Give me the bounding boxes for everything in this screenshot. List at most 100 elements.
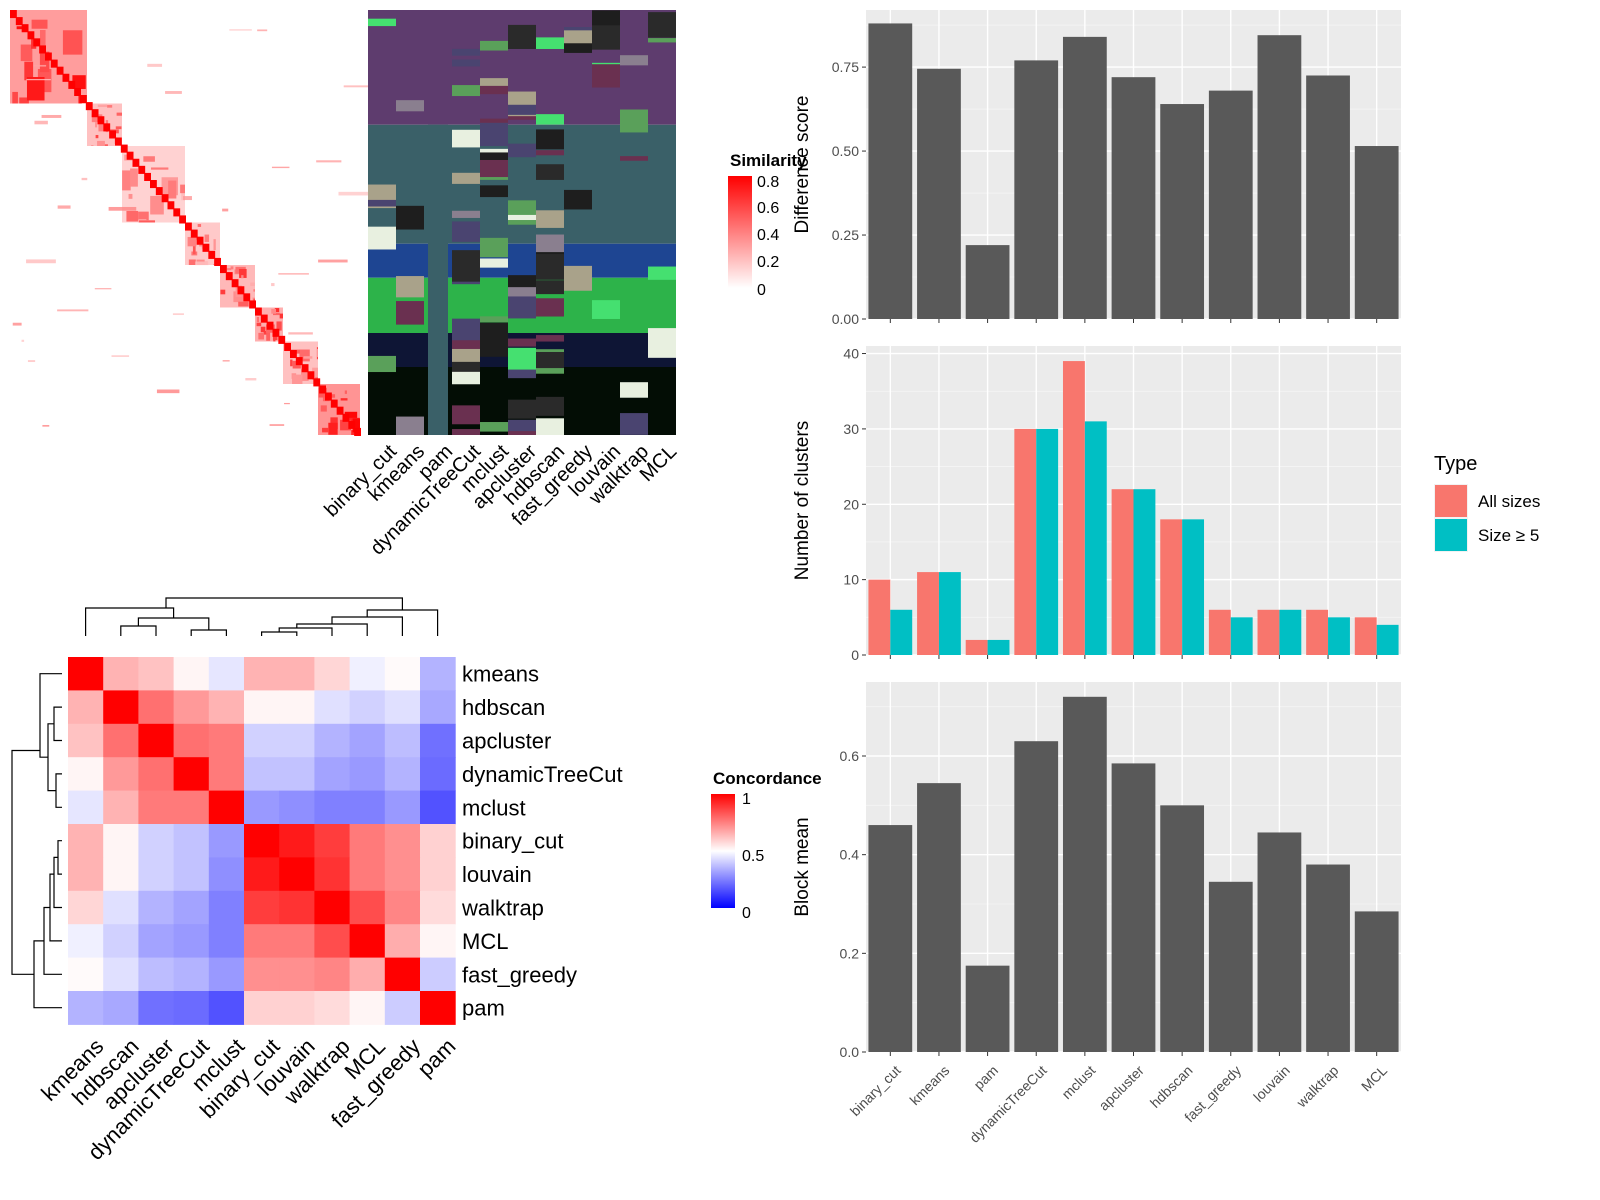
- similarity-cell: [107, 105, 113, 108]
- similarity-cell: [256, 316, 260, 323]
- membership-cell: [508, 296, 536, 319]
- dendrogram-branch: [137, 617, 210, 630]
- concordance-cell: [384, 690, 421, 725]
- concordance-cell: [68, 657, 104, 691]
- concordance-cell: [68, 890, 104, 925]
- concordance-cell: [420, 824, 456, 858]
- concordance-cell: [138, 657, 175, 691]
- concordance-cell: [349, 991, 386, 1025]
- membership-cell: [508, 214, 536, 221]
- similarity-cell: [150, 195, 164, 215]
- concordance-cell: [314, 723, 351, 758]
- bar: [1257, 832, 1302, 1052]
- concordance-column-label: pam: [413, 1034, 461, 1082]
- membership-cell: [536, 254, 564, 280]
- membership-cell: [648, 266, 676, 280]
- similarity-cell: [290, 359, 293, 367]
- similarity-diagonal-cell: [21, 24, 29, 33]
- similarity-diagonal-cell: [220, 265, 227, 274]
- similarity-heatmap-panel: [10, 10, 373, 436]
- difference-score-chart: 0.00 0.25 0.50 0.75 Difference score: [792, 10, 1401, 327]
- bar-size-ge-5: [987, 639, 1010, 655]
- concordance-cell: [384, 790, 421, 825]
- similarity-cell: [183, 196, 192, 201]
- similarity-cell: [250, 282, 255, 286]
- concordance-row-label: MCL: [462, 929, 508, 954]
- concordance-cell: [173, 924, 210, 959]
- bar: [1160, 104, 1205, 319]
- dendrogram-branch: [120, 625, 157, 636]
- concordance-cell: [208, 857, 245, 892]
- membership-cell: [648, 340, 676, 358]
- similarity-diagonal-cell: [62, 73, 70, 82]
- similarity-cell: [256, 322, 262, 327]
- concordance-cell: [349, 857, 386, 892]
- membership-cell: [508, 24, 536, 49]
- similarity-legend-tick: 0.4: [757, 227, 779, 244]
- concordance-cell: [420, 657, 456, 691]
- y-tick-label: 0.25: [832, 227, 859, 243]
- concordance-cell: [138, 924, 175, 959]
- concordance-cell: [384, 991, 421, 1025]
- similarity-cell: [273, 312, 280, 316]
- membership-cell: [564, 30, 592, 44]
- membership-cell: [620, 109, 648, 133]
- concordance-cell: [138, 824, 175, 858]
- concordance-cell: [173, 757, 210, 792]
- concordance-cell: [244, 991, 280, 1025]
- similarity-diagonal-cell: [319, 385, 326, 394]
- membership-cell: [592, 64, 620, 88]
- similarity-cell: [303, 356, 313, 359]
- similarity-cell: [26, 77, 45, 101]
- dendrogram-branch: [39, 673, 62, 758]
- bar-size-ge-5: [1133, 489, 1156, 655]
- membership-cell: [508, 143, 536, 158]
- similarity-cell: [172, 313, 184, 316]
- x-tick-label: binary_cut: [847, 1062, 904, 1119]
- similarity-diagonal-cell: [243, 293, 251, 302]
- bar-all-sizes: [1014, 428, 1037, 655]
- concordance-cell: [279, 790, 315, 825]
- similarity-cell: [352, 418, 360, 433]
- concordance-cell: [208, 690, 245, 725]
- similarity-diagonal-cell: [167, 201, 175, 210]
- similarity-cell: [138, 220, 156, 223]
- similarity-cell: [253, 289, 255, 292]
- similarity-cell: [128, 193, 133, 199]
- concordance-cell: [349, 657, 386, 691]
- similarity-diagonal-cell: [115, 137, 122, 146]
- membership-band: [368, 243, 676, 278]
- similarity-diagonal-cell: [132, 158, 140, 167]
- similarity-diagonal-cell: [138, 165, 146, 174]
- similarity-cell: [340, 419, 352, 431]
- similarity-diagonal-cell: [103, 123, 111, 132]
- similarity-cell: [130, 168, 138, 187]
- bar-all-sizes: [1257, 609, 1280, 655]
- membership-cell: [480, 422, 508, 432]
- membership-cell: [480, 316, 508, 323]
- concordance-row-label: fast_greedy: [462, 962, 577, 987]
- membership-cell: [536, 37, 564, 49]
- bar-all-sizes: [1111, 489, 1134, 655]
- similarity-cell: [241, 275, 244, 279]
- similarity-legend-bar: [728, 176, 752, 288]
- concordance-cell: [138, 890, 175, 925]
- concordance-cell: [244, 657, 280, 691]
- y-tick-label: 0.75: [832, 59, 859, 75]
- concordance-cell: [279, 690, 315, 725]
- membership-cell: [480, 159, 508, 178]
- concordance-cell: [208, 890, 245, 925]
- similarity-cell: [260, 326, 266, 333]
- membership-cell: [396, 205, 424, 230]
- concordance-row-label: walktrap: [461, 896, 544, 921]
- concordance-cell: [384, 723, 421, 758]
- similarity-cell: [165, 91, 182, 94]
- similarity-cell: [195, 261, 209, 266]
- similarity-diagonal-cell: [336, 406, 344, 415]
- similarity-diagonal-cell: [190, 229, 198, 238]
- similarity-diagonal-cell: [278, 335, 286, 344]
- concordance-cell: [279, 657, 315, 691]
- similarity-cell: [34, 120, 48, 125]
- bar: [965, 245, 1010, 319]
